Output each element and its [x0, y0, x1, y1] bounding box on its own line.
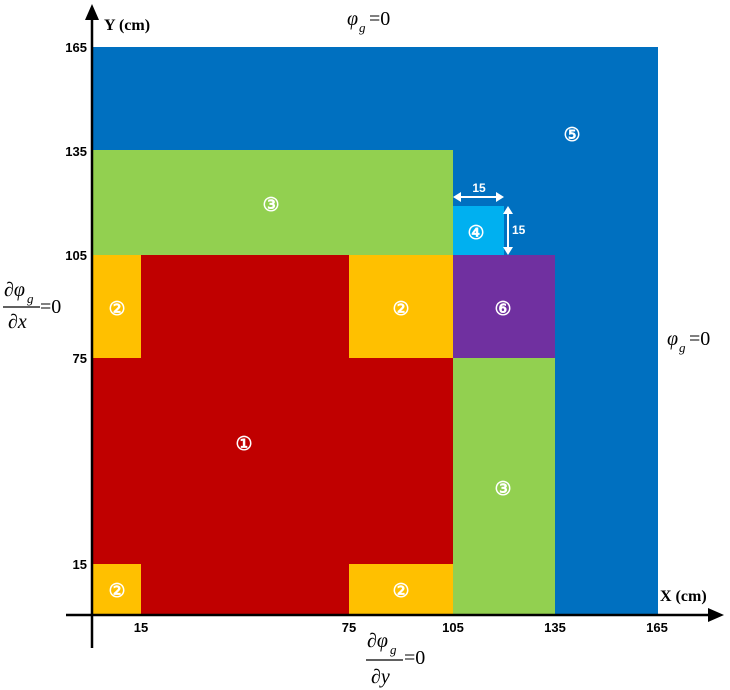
bc-top-sub: g	[359, 20, 366, 35]
x-tick-label: 135	[544, 620, 566, 635]
zone-3-label: ③	[494, 479, 511, 500]
bc-left-denominator: ∂x	[8, 311, 27, 333]
zone-4-region	[453, 206, 504, 255]
zone-4-width-dimension	[453, 192, 504, 202]
zone-2-label: ②	[108, 581, 125, 602]
bc-left-sub: g	[27, 291, 34, 306]
y-axis-title: Y (cm)	[104, 17, 150, 34]
bc-right-eq: =0	[689, 328, 710, 350]
x-tick-label: 75	[342, 620, 356, 635]
y-tick-label: 105	[65, 248, 87, 263]
bc-bottom-numerator: ∂φ	[367, 630, 388, 652]
y-tick-label: 75	[73, 351, 87, 366]
x-tick-label: 105	[442, 620, 464, 635]
zone-3-top-region	[92, 150, 453, 255]
y-tick-label: 165	[65, 40, 87, 55]
zone-6-region	[453, 255, 555, 358]
zone-2-top-right-region	[349, 255, 453, 358]
zone-3-label: ③	[262, 195, 279, 216]
zone-2-bottom-right-region	[349, 564, 453, 615]
bc-top-phi: φ	[347, 8, 358, 30]
bc-left-numerator: ∂φ	[4, 279, 25, 301]
zone-6-label: ⑥	[494, 299, 511, 320]
x-axis	[66, 608, 724, 622]
bc-top-eq: =0	[369, 8, 390, 30]
y-tick-label: 15	[73, 557, 87, 572]
bc-bottom-sub: g	[390, 642, 397, 657]
bc-right-phi: φ	[667, 328, 678, 350]
y-axis	[85, 4, 99, 648]
zone-2-label: ②	[392, 581, 409, 602]
bc-bottom-eq: =0	[404, 647, 425, 669]
zone-2-bottom-left-region	[92, 564, 141, 615]
zone-5-label: ⑤	[563, 125, 580, 146]
zone-3-right-region	[453, 358, 555, 615]
zone-4-label: ④	[467, 223, 484, 244]
zone-4-height-label: 15	[512, 223, 526, 237]
zone-2-label: ②	[108, 299, 125, 320]
top-boundary-condition: φ g =0	[347, 8, 390, 35]
zone-2-label: ②	[392, 299, 409, 320]
x-tick-label: 15	[134, 620, 148, 635]
bc-bottom-denominator: ∂y	[371, 666, 390, 688]
x-tick-label: 165	[646, 620, 668, 635]
x-axis-title: X (cm)	[660, 588, 707, 605]
bc-right-sub: g	[679, 340, 686, 355]
right-boundary-condition: φ g =0	[667, 328, 710, 355]
y-tick-label: 135	[65, 144, 87, 159]
zone-4-width-label: 15	[472, 181, 486, 195]
zone-2-top-left-region	[92, 255, 141, 358]
zone-1-label: ①	[235, 434, 252, 455]
left-boundary-condition: ∂φ g ∂x =0	[3, 279, 61, 333]
bottom-boundary-condition: ∂φ g ∂y =0	[366, 630, 425, 688]
zone-4-height-dimension	[503, 206, 513, 255]
bc-left-eq: =0	[40, 296, 61, 318]
